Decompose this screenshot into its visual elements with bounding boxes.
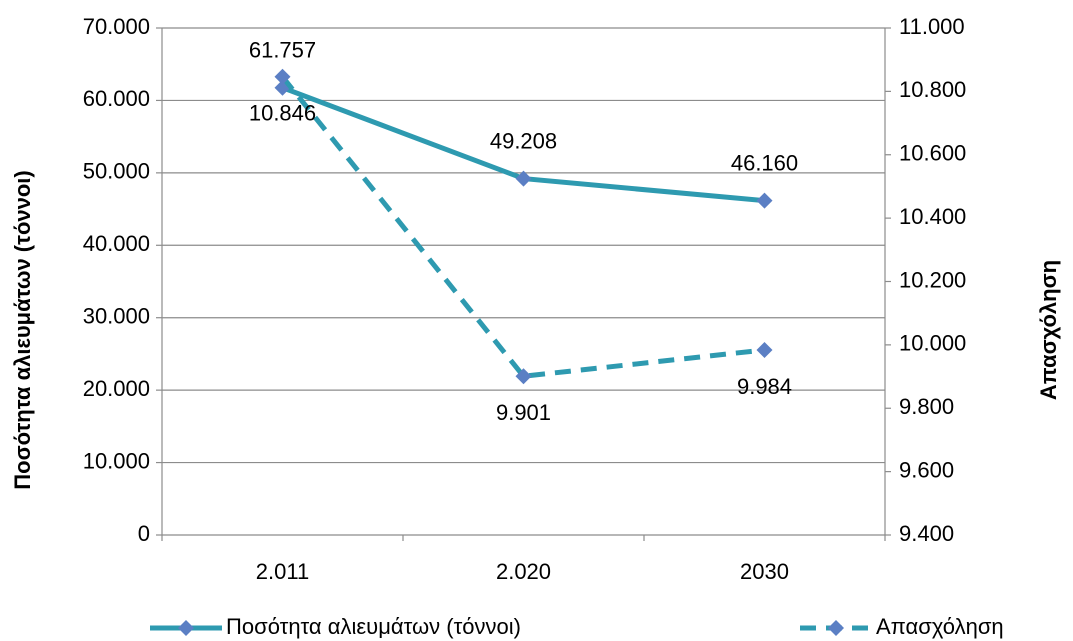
y2-tick-label: 10.200 xyxy=(899,267,966,292)
legend-marker xyxy=(178,620,194,636)
marker xyxy=(515,368,532,385)
y2-tick-label: 9.400 xyxy=(899,521,954,546)
y2-tick-label: 9.800 xyxy=(899,394,954,419)
y-axis-label: Ποσότητα αλιευμάτων (τόννοι) xyxy=(10,170,35,489)
data-label: 9.901 xyxy=(496,400,551,425)
data-label: 61.757 xyxy=(249,38,316,63)
y-tick-label: 10.000 xyxy=(83,448,150,473)
y2-tick-label: 10.600 xyxy=(899,141,966,166)
y2-tick-label: 10.800 xyxy=(899,77,966,102)
y-tick-label: 50.000 xyxy=(83,159,150,184)
data-label: 10.846 xyxy=(249,101,316,126)
x-tick-label: 2030 xyxy=(740,559,789,584)
marker xyxy=(756,341,773,358)
y2-tick-label: 10.400 xyxy=(899,204,966,229)
y2-tick-label: 9.600 xyxy=(899,457,954,482)
marker xyxy=(756,192,773,209)
y-tick-label: 40.000 xyxy=(83,231,150,256)
data-label: 49.208 xyxy=(490,128,557,153)
y-tick-label: 70.000 xyxy=(83,14,150,39)
marker xyxy=(515,170,532,187)
y2-axis-label: Απασχόληση xyxy=(1036,260,1061,400)
data-label: 46.160 xyxy=(731,150,798,175)
y-tick-label: 60.000 xyxy=(83,86,150,111)
legend-label: Απασχόληση xyxy=(876,614,1004,639)
x-tick-label: 2.020 xyxy=(496,559,551,584)
x-tick-label: 2.011 xyxy=(256,559,309,584)
y2-tick-label: 10.000 xyxy=(899,331,966,356)
y-tick-label: 0 xyxy=(138,521,150,546)
data-label: 9.984 xyxy=(737,374,792,399)
y-tick-label: 20.000 xyxy=(83,376,150,401)
y-tick-label: 30.000 xyxy=(83,304,150,329)
series-line xyxy=(280,75,765,379)
marker xyxy=(274,68,291,85)
y2-tick-label: 11.000 xyxy=(899,14,965,39)
legend-label: Ποσότητα αλιευμάτων (τόννοι) xyxy=(226,614,521,639)
legend-marker xyxy=(828,620,844,636)
